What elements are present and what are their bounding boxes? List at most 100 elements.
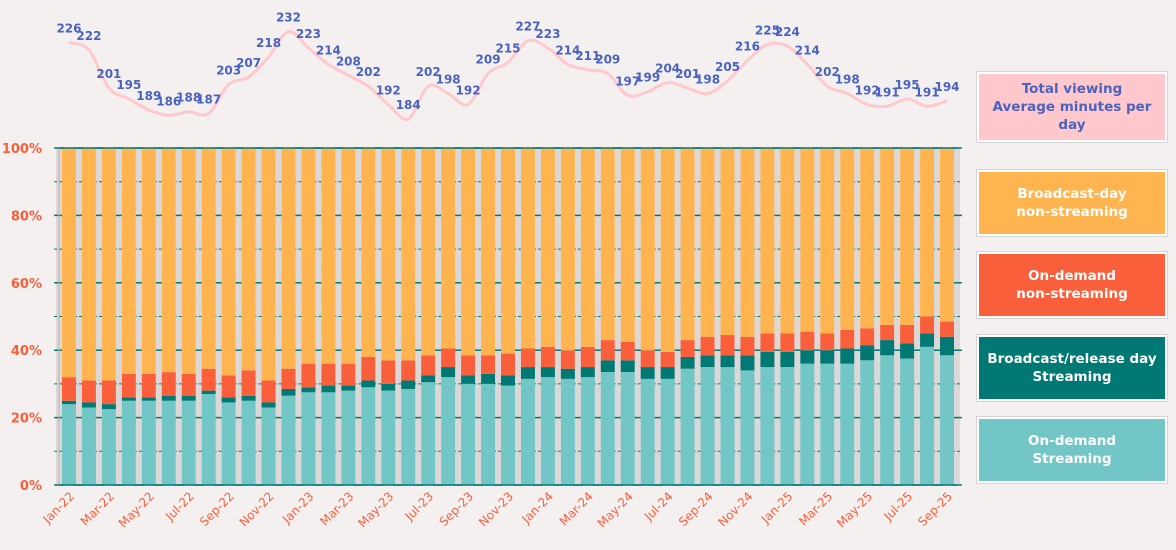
bar-segment-broadcast-day-non-streaming	[700, 148, 715, 337]
legend-label: On-demand Streaming	[1028, 433, 1116, 467]
bar-segment-on-demand-non-streaming	[680, 340, 695, 357]
bar-segment-on-demand-non-streaming	[101, 380, 116, 405]
bar-segment-on-demand-streaming	[780, 367, 795, 485]
bar-segment-on-demand-streaming	[920, 346, 935, 485]
bar-segment-broadcast-release-day-streaming	[700, 355, 715, 368]
bar-segment-on-demand-non-streaming	[461, 355, 476, 376]
total-viewing-label: 202	[815, 65, 840, 79]
bar-segment-broadcast-release-day-streaming	[880, 340, 895, 356]
bar-gutter	[754, 148, 761, 485]
bar-segment-broadcast-release-day-streaming	[141, 397, 156, 401]
bar-segment-on-demand-non-streaming	[620, 341, 635, 361]
total-viewing-label: 214	[555, 43, 580, 57]
bar-segment-broadcast-release-day-streaming	[600, 360, 615, 373]
total-viewing-label: 201	[96, 67, 121, 81]
total-viewing-label: 224	[775, 25, 800, 39]
bar-segment-on-demand-streaming	[680, 368, 695, 485]
bar-segment-on-demand-non-streaming	[221, 375, 236, 398]
y-axis-ticks: 0% 20% 40% 60% 80% 100%	[2, 142, 42, 494]
bar-segment-on-demand-non-streaming	[441, 348, 456, 368]
bar-segment-broadcast-release-day-streaming	[241, 395, 256, 401]
bar-gutter	[854, 148, 861, 485]
bar-segment-on-demand-streaming	[600, 372, 615, 485]
x-tick-label: Jul-22	[162, 489, 197, 524]
bar-segment-broadcast-release-day-streaming	[121, 397, 136, 401]
legend-on-demand-streaming: On-demand Streaming	[976, 416, 1168, 484]
bar-segment-on-demand-non-streaming	[401, 360, 416, 381]
bar-gutter	[175, 148, 182, 485]
legend-label: On-demand non-streaming	[1016, 268, 1128, 302]
total-viewing-label: 199	[635, 71, 660, 85]
bar-segment-on-demand-streaming	[141, 400, 156, 485]
bar-segment-broadcast-day-non-streaming	[600, 148, 615, 341]
bar-segment-on-demand-streaming	[740, 370, 755, 485]
bar-segment-on-demand-non-streaming	[940, 321, 955, 337]
legend-total-viewing: Total viewing Average minutes per day	[976, 71, 1168, 143]
x-tick-label: Mar-23	[317, 489, 356, 528]
bar-gutter	[495, 148, 501, 485]
bar-segment-broadcast-day-non-streaming	[660, 148, 675, 352]
x-tick-label: Mar-22	[78, 489, 117, 528]
bar-segment-broadcast-day-non-streaming	[920, 148, 935, 317]
bar-segment-broadcast-day-non-streaming	[740, 148, 755, 337]
total-viewing-label: 223	[535, 27, 560, 41]
bar-segment-on-demand-streaming	[201, 394, 216, 485]
bar-segment-broadcast-release-day-streaming	[361, 380, 376, 388]
x-tick-label: Nov-24	[715, 489, 755, 529]
bar-segment-on-demand-streaming	[720, 367, 735, 485]
bar-segment-broadcast-day-non-streaming	[520, 148, 535, 349]
bar-segment-broadcast-day-non-streaming	[800, 148, 815, 332]
bar-gutter	[934, 148, 941, 485]
total-viewing-label: 197	[615, 74, 640, 88]
total-viewing-label: 214	[316, 43, 341, 57]
bar-gutter	[614, 148, 621, 485]
bar-segment-broadcast-release-day-streaming	[560, 368, 575, 379]
bar-segment-broadcast-release-day-streaming	[501, 375, 515, 386]
bar-segment-on-demand-non-streaming	[800, 331, 815, 351]
bar-segment-broadcast-release-day-streaming	[680, 356, 695, 369]
bar-gutter	[574, 148, 581, 485]
bar-gutter	[914, 148, 921, 485]
bar-segment-on-demand-non-streaming	[321, 363, 336, 386]
bar-segment-broadcast-release-day-streaming	[520, 367, 535, 379]
x-tick-label: Sep-22	[197, 489, 237, 529]
bar-segment-broadcast-day-non-streaming	[201, 148, 216, 369]
bar-segment-on-demand-streaming	[860, 360, 875, 485]
bar-segment-broadcast-day-non-streaming	[401, 148, 416, 361]
bar-segment-broadcast-day-non-streaming	[421, 148, 436, 356]
bar-segment-broadcast-day-non-streaming	[361, 148, 376, 357]
bar-segment-broadcast-release-day-streaming	[381, 383, 396, 391]
bar-gutter	[674, 148, 681, 485]
bar-segment-broadcast-day-non-streaming	[101, 148, 116, 381]
bar-segment-broadcast-day-non-streaming	[860, 148, 875, 329]
y-tick-label: 80%	[11, 209, 42, 224]
bar-segment-on-demand-streaming	[101, 409, 116, 485]
total-viewing-label: 223	[296, 27, 321, 41]
bar-segment-on-demand-non-streaming	[740, 336, 755, 356]
x-tick-label: Jan-24	[518, 489, 556, 527]
y-tick-label: 20%	[11, 412, 42, 427]
bar-gutter	[235, 148, 242, 485]
bar-segment-on-demand-non-streaming	[421, 355, 436, 376]
bar-segment-on-demand-non-streaming	[640, 350, 655, 368]
x-tick-label: Sep-25	[915, 489, 955, 529]
bar-segment-on-demand-streaming	[261, 407, 276, 485]
y-tick-label: 100%	[2, 142, 42, 157]
bar-segment-broadcast-release-day-streaming	[800, 350, 815, 364]
bar-segment-on-demand-non-streaming	[241, 370, 256, 396]
bar-segment-broadcast-release-day-streaming	[780, 351, 795, 368]
bar-segment-broadcast-release-day-streaming	[860, 345, 875, 361]
bar-segment-on-demand-streaming	[700, 367, 715, 485]
total-viewing-label: 202	[356, 65, 381, 79]
bar-segment-on-demand-non-streaming	[201, 368, 216, 391]
total-viewing-label: 232	[276, 11, 301, 25]
x-tick-label: Jul-24	[641, 489, 676, 524]
total-viewing-label: 198	[436, 73, 461, 87]
total-viewing-line	[68, 30, 948, 121]
bar-segment-broadcast-release-day-streaming	[321, 385, 336, 393]
bar-segment-broadcast-release-day-streaming	[161, 395, 176, 401]
bar-segment-on-demand-streaming	[241, 400, 256, 485]
total-viewing-label: 202	[416, 65, 441, 79]
bar-segment-broadcast-release-day-streaming	[181, 395, 196, 401]
